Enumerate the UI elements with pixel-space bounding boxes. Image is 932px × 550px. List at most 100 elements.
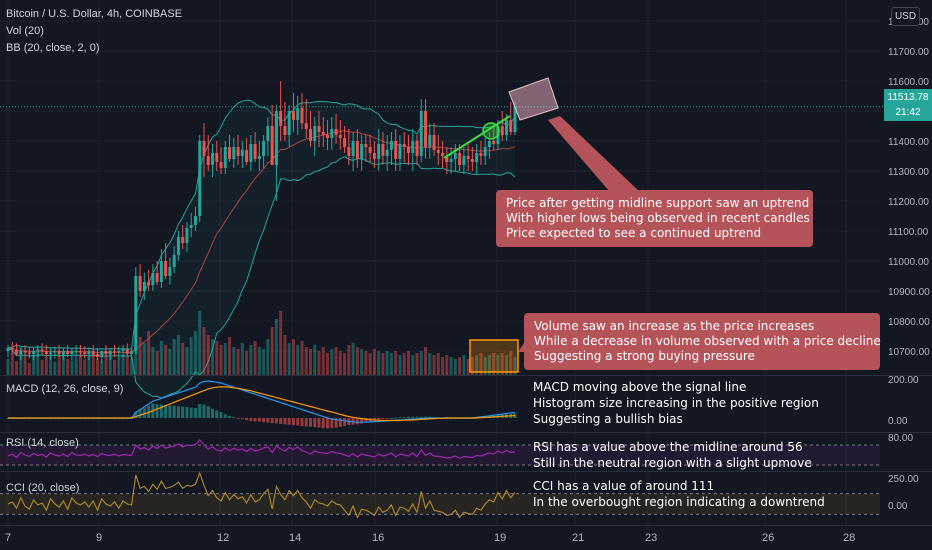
candle-body [236, 147, 240, 156]
volume-legend[interactable]: Vol (20) [6, 25, 44, 37]
volume-bar [113, 359, 117, 375]
candle-body [368, 147, 372, 153]
macd-histogram-bar [428, 416, 432, 418]
rsi-note-line-1: RSI has a value above the midline around… [533, 440, 803, 454]
volume-bar [283, 335, 287, 375]
midline-support-marker [482, 122, 500, 140]
currency-button[interactable]: USD [891, 7, 920, 26]
cci-legend[interactable]: CCI (20, close) [6, 482, 80, 494]
candle-body [57, 351, 61, 354]
price-tick-label: 11200.00 [888, 197, 929, 208]
candle-body [108, 351, 112, 354]
volume-bar [70, 360, 74, 375]
candle-body [296, 108, 300, 120]
macd-histogram-bar [266, 418, 270, 423]
candle-body [245, 150, 249, 162]
macd-histogram-bar [309, 418, 312, 427]
candle-body [364, 144, 368, 147]
bar-countdown: 21:42 [895, 107, 921, 118]
macd-histogram-bar [189, 407, 193, 418]
volume-bar [198, 311, 202, 375]
volume-bar [49, 354, 53, 375]
macd-histogram-bar [364, 418, 368, 423]
candle-body [172, 255, 176, 267]
candle-body [492, 141, 496, 144]
volume-bar [159, 341, 163, 375]
candle-body [121, 349, 125, 351]
volume-bar [309, 349, 312, 375]
price-callout[interactable]: Price after getting midline support saw … [496, 190, 813, 247]
volume-bar [117, 357, 121, 375]
candle-body [504, 120, 508, 135]
volume-callout[interactable]: Volume saw an increase as the price incr… [524, 313, 881, 370]
volume-bar [211, 339, 214, 375]
volume-bar [304, 347, 308, 375]
macd-histogram-bar [168, 405, 172, 418]
candle-body [240, 150, 244, 156]
candle-body [283, 126, 287, 135]
volume-bar [504, 355, 508, 375]
candle-body [155, 273, 159, 282]
candle-body [249, 144, 253, 162]
macd-histogram-bar [334, 418, 338, 428]
pane-separator[interactable] [0, 375, 932, 376]
candle-body [185, 228, 189, 243]
candle-body [87, 351, 91, 354]
volume-bar [193, 331, 197, 375]
candle-body [61, 351, 65, 354]
macd-histogram-bar [138, 409, 142, 418]
symbol-legend[interactable]: Bitcoin / U.S. Dollar, 4h, COINBASE [6, 8, 183, 20]
candle-body [445, 156, 449, 162]
macd-histogram-bar [142, 407, 146, 418]
rsi-legend[interactable]: RSI (14, close) [6, 437, 79, 449]
time-tick-label: 26 [762, 532, 774, 544]
cci-note-line-1: CCI has a value of around 111 [533, 479, 715, 493]
pane-separator[interactable] [0, 471, 932, 472]
candle-body [206, 156, 210, 165]
macd-histogram-bar [249, 418, 253, 421]
candle-body [381, 144, 385, 156]
candle-body [321, 132, 325, 135]
volume-bar [40, 359, 44, 375]
candle-body [487, 141, 491, 147]
macd-histogram-bar [291, 418, 295, 426]
volume-bar [240, 343, 244, 375]
macd-histogram-bar [317, 418, 321, 428]
volume-bar [151, 347, 155, 375]
bb-legend[interactable]: BB (20, close, 2, 0) [6, 42, 100, 54]
macd-histogram-bar [304, 418, 308, 427]
candle-body [228, 147, 232, 159]
candle-body [147, 282, 151, 285]
volume-bar [108, 353, 112, 375]
volume-bar [125, 356, 129, 375]
macd-histogram-bar [330, 418, 334, 429]
candle-body [134, 276, 138, 351]
volume-bar [10, 353, 14, 375]
macd-histogram-bar [245, 418, 249, 421]
volume-bar [23, 357, 27, 375]
macd-histogram-bar [385, 418, 389, 419]
volume-bar [61, 351, 65, 375]
macd-histogram-bar [253, 418, 257, 422]
macd-legend[interactable]: MACD (12, 26, close, 9) [6, 383, 124, 395]
last-price-tag: 11513.78 21:42 [884, 89, 932, 121]
time-tick-label: 9 [96, 532, 102, 544]
volume-bar [496, 355, 500, 375]
candle-body [351, 141, 355, 156]
candle-body [44, 351, 48, 354]
target-box [508, 77, 559, 121]
volume-bar [189, 337, 193, 375]
volume-bar [347, 345, 351, 375]
macd-histogram-bar [283, 418, 287, 425]
volume-bar [228, 337, 232, 375]
candle-body [313, 126, 317, 141]
volume-bar [513, 357, 517, 375]
price-tick-label: 11100.00 [888, 227, 929, 238]
volume-bar [334, 347, 338, 375]
candle-body [479, 153, 483, 156]
volume-bar [492, 353, 496, 375]
candle-body [113, 351, 117, 353]
pane-separator[interactable] [0, 432, 932, 433]
volume-bar [262, 349, 266, 375]
candle-body [291, 111, 295, 120]
